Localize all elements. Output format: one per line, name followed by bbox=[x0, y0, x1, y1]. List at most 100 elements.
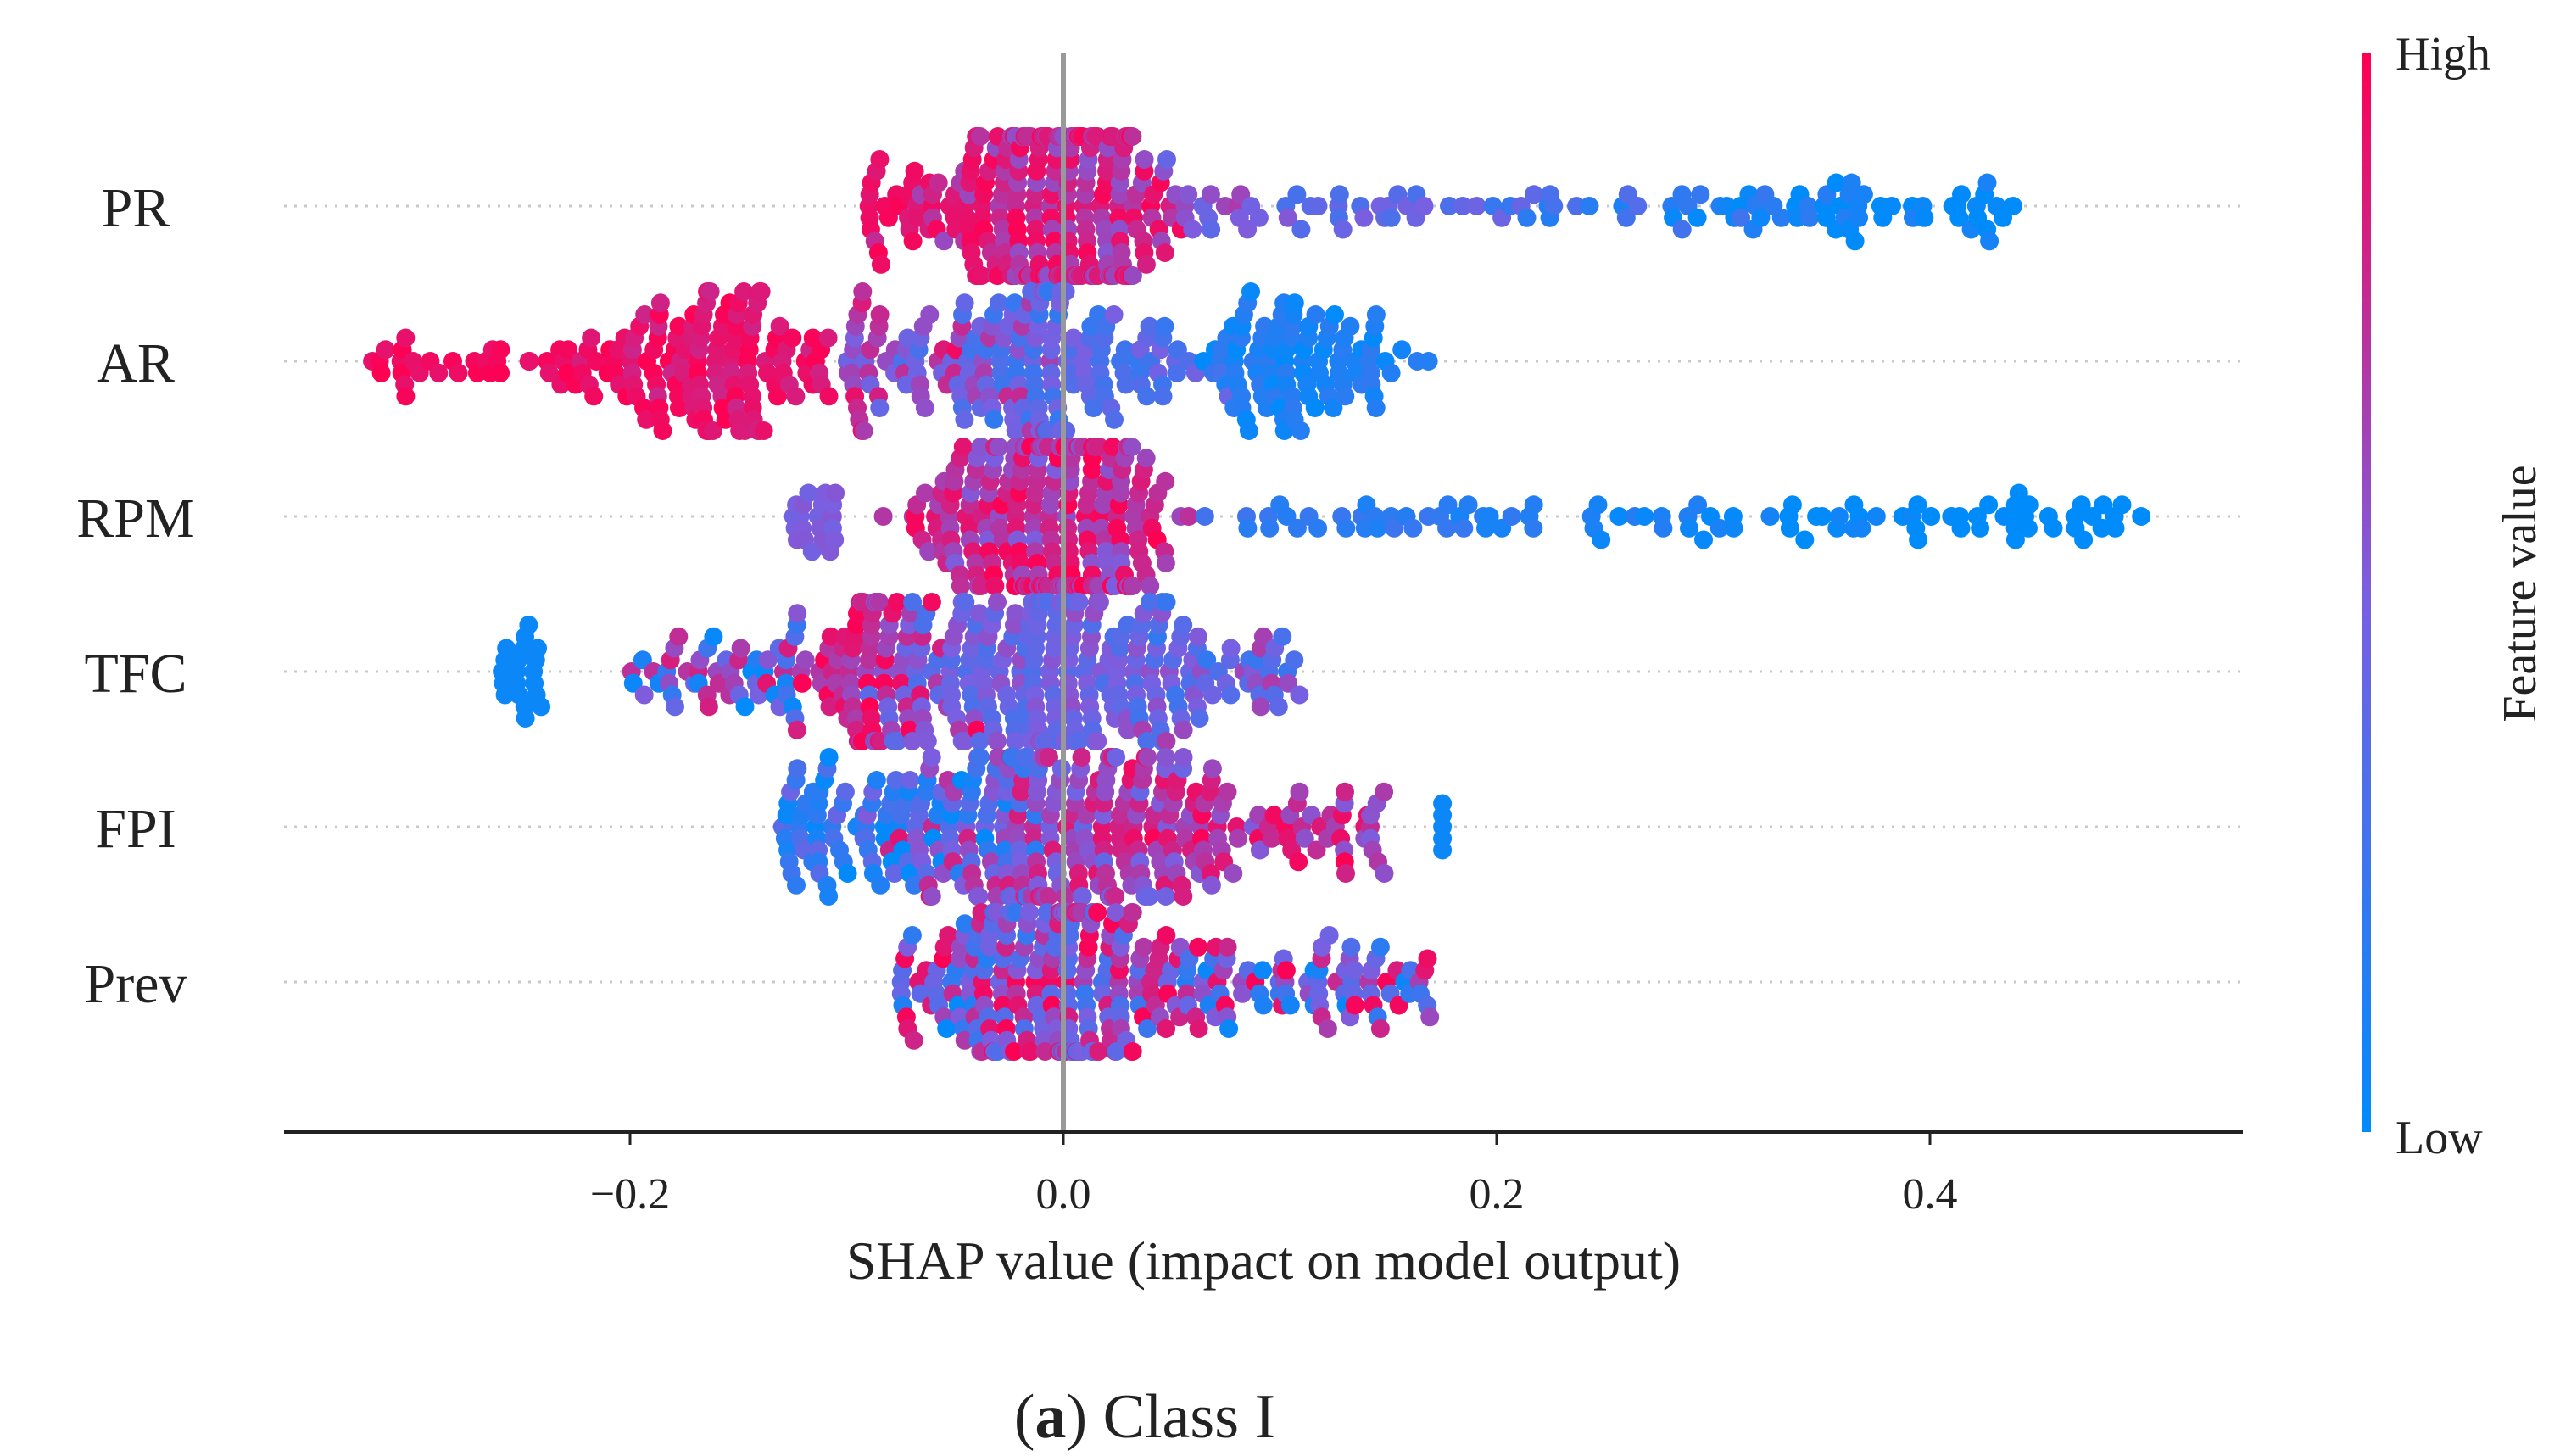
shap-point-ar bbox=[1241, 282, 1260, 301]
shap-point-tfc bbox=[532, 697, 551, 717]
shap-point-tfc bbox=[888, 732, 907, 750]
shap-point-tfc bbox=[792, 673, 812, 693]
shap-point-pr bbox=[871, 254, 890, 274]
shap-point-rpm bbox=[1780, 518, 1799, 538]
shap-point-rpm bbox=[1308, 518, 1328, 538]
shap-point-rpm bbox=[2005, 530, 2025, 549]
shap-point-prev bbox=[1088, 903, 1107, 922]
shap-point-ar bbox=[637, 410, 656, 429]
shap-point-fpi bbox=[1017, 748, 1036, 767]
shap-point-tfc bbox=[1279, 673, 1298, 693]
shap-point-rpm bbox=[1592, 530, 1611, 549]
shap-point-prev bbox=[1370, 1019, 1390, 1038]
shap-point-ar bbox=[539, 363, 559, 382]
shap-point-tfc bbox=[988, 732, 1007, 750]
shap-point-prev bbox=[1035, 1042, 1055, 1061]
shap-point-ar bbox=[1325, 305, 1344, 324]
shap-point-fpi bbox=[1433, 794, 1453, 813]
shap-point-rpm bbox=[1609, 507, 1629, 526]
shap-point-pr bbox=[1732, 208, 1750, 227]
shap-point-prev bbox=[1370, 937, 1390, 957]
shap-point-ar bbox=[734, 282, 754, 301]
shap-point-fpi bbox=[922, 887, 941, 906]
shap-point-fpi bbox=[1140, 887, 1159, 906]
shap-point-pr bbox=[1849, 208, 1868, 227]
shap-point-ar bbox=[1306, 305, 1325, 324]
shap-point-rpm bbox=[2105, 518, 2125, 538]
feature-labels: PR AR RPM TFC FPI Prev bbox=[76, 177, 194, 1015]
shap-point-prev bbox=[937, 1019, 957, 1038]
shap-point-rpm bbox=[1136, 449, 1156, 468]
figure-caption: (a) Class I bbox=[1014, 1382, 1275, 1452]
shap-point-ar bbox=[770, 316, 789, 336]
shap-point-tfc bbox=[1189, 627, 1207, 646]
shap-point-ar bbox=[1381, 363, 1401, 382]
shap-point-ar bbox=[786, 387, 806, 406]
feature-label-rpm: RPM bbox=[76, 488, 194, 549]
shap-point-tfc bbox=[869, 593, 889, 611]
shap-point-rpm bbox=[1090, 438, 1109, 456]
shap-point-rpm bbox=[802, 542, 822, 561]
shap-point-pr bbox=[903, 232, 923, 251]
shap-point-tfc bbox=[1221, 639, 1241, 658]
caption-suffix: ) Class I bbox=[1067, 1382, 1276, 1452]
shap-point-pr bbox=[1201, 185, 1220, 204]
shap-point-tfc bbox=[902, 732, 922, 750]
shap-point-pr bbox=[1287, 185, 1307, 204]
shap-point-fpi bbox=[1202, 875, 1221, 895]
shap-point-pr bbox=[1183, 220, 1202, 239]
shap-point-pr bbox=[971, 127, 990, 146]
feature-label-fpi: FPI bbox=[95, 798, 176, 860]
shap-point-ar bbox=[915, 399, 934, 417]
shap-point-pr bbox=[972, 266, 991, 285]
shap-point-rpm bbox=[799, 483, 818, 503]
shap-point-rpm bbox=[972, 438, 991, 456]
feature-label-tfc: TFC bbox=[84, 643, 187, 705]
shap-point-rpm bbox=[1403, 518, 1423, 538]
shap-point-rpm bbox=[1866, 507, 1886, 526]
shap-point-ar bbox=[1104, 305, 1124, 324]
shap-point-ar bbox=[520, 352, 539, 371]
shap-point-prev bbox=[1189, 1019, 1208, 1038]
shap-point-prev bbox=[1253, 996, 1273, 1015]
shap-point-rpm bbox=[1795, 530, 1815, 549]
shap-point-prev bbox=[1341, 937, 1361, 957]
shap-point-fpi bbox=[1250, 840, 1269, 860]
shap-point-fpi bbox=[1228, 828, 1247, 848]
shap-point-tfc bbox=[787, 720, 806, 739]
x-tick-label: −0.2 bbox=[590, 1170, 670, 1219]
shap-point-fpi bbox=[1224, 864, 1243, 883]
shap-point-pr bbox=[1517, 208, 1537, 227]
shap-point-fpi bbox=[819, 887, 839, 906]
shap-point-ar bbox=[955, 293, 974, 313]
shap-point-ar bbox=[1168, 340, 1187, 360]
x-ticks: −0.2 0.0 0.2 0.4 bbox=[590, 1132, 1958, 1219]
shap-point-prev bbox=[1418, 949, 1437, 968]
shap-point-ar bbox=[396, 387, 416, 406]
shap-point-tfc bbox=[1157, 593, 1176, 611]
shap-point-fpi bbox=[871, 875, 890, 895]
shap-point-fpi bbox=[1264, 806, 1284, 825]
shap-point-rpm bbox=[2132, 507, 2151, 526]
shap-point-pr bbox=[1949, 208, 1969, 227]
shap-point-ar bbox=[920, 305, 940, 324]
shap-point-ar bbox=[449, 363, 468, 382]
shap-point-prev bbox=[1006, 903, 1025, 922]
shap-point-fpi bbox=[1039, 887, 1058, 906]
shap-point-rpm bbox=[2019, 495, 2039, 515]
shap-point-pr bbox=[1354, 208, 1374, 227]
shap-point-ar bbox=[559, 340, 577, 360]
shap-point-tfc bbox=[1197, 650, 1217, 670]
shap-point-ar bbox=[1392, 340, 1412, 360]
shap-point-pr bbox=[870, 150, 890, 169]
shap-point-pr bbox=[1381, 208, 1401, 227]
shap-point-rpm bbox=[1524, 495, 1543, 515]
shap-point-fpi bbox=[1290, 782, 1309, 801]
colorbar-title: Feature value bbox=[2494, 465, 2546, 722]
shap-point-ar bbox=[819, 387, 839, 406]
shap-point-ar bbox=[582, 328, 601, 348]
shap-point-pr bbox=[1672, 220, 1692, 239]
shap-point-fpi bbox=[787, 875, 806, 895]
shap-point-pr bbox=[929, 173, 948, 192]
shap-point-rpm bbox=[1156, 554, 1175, 572]
